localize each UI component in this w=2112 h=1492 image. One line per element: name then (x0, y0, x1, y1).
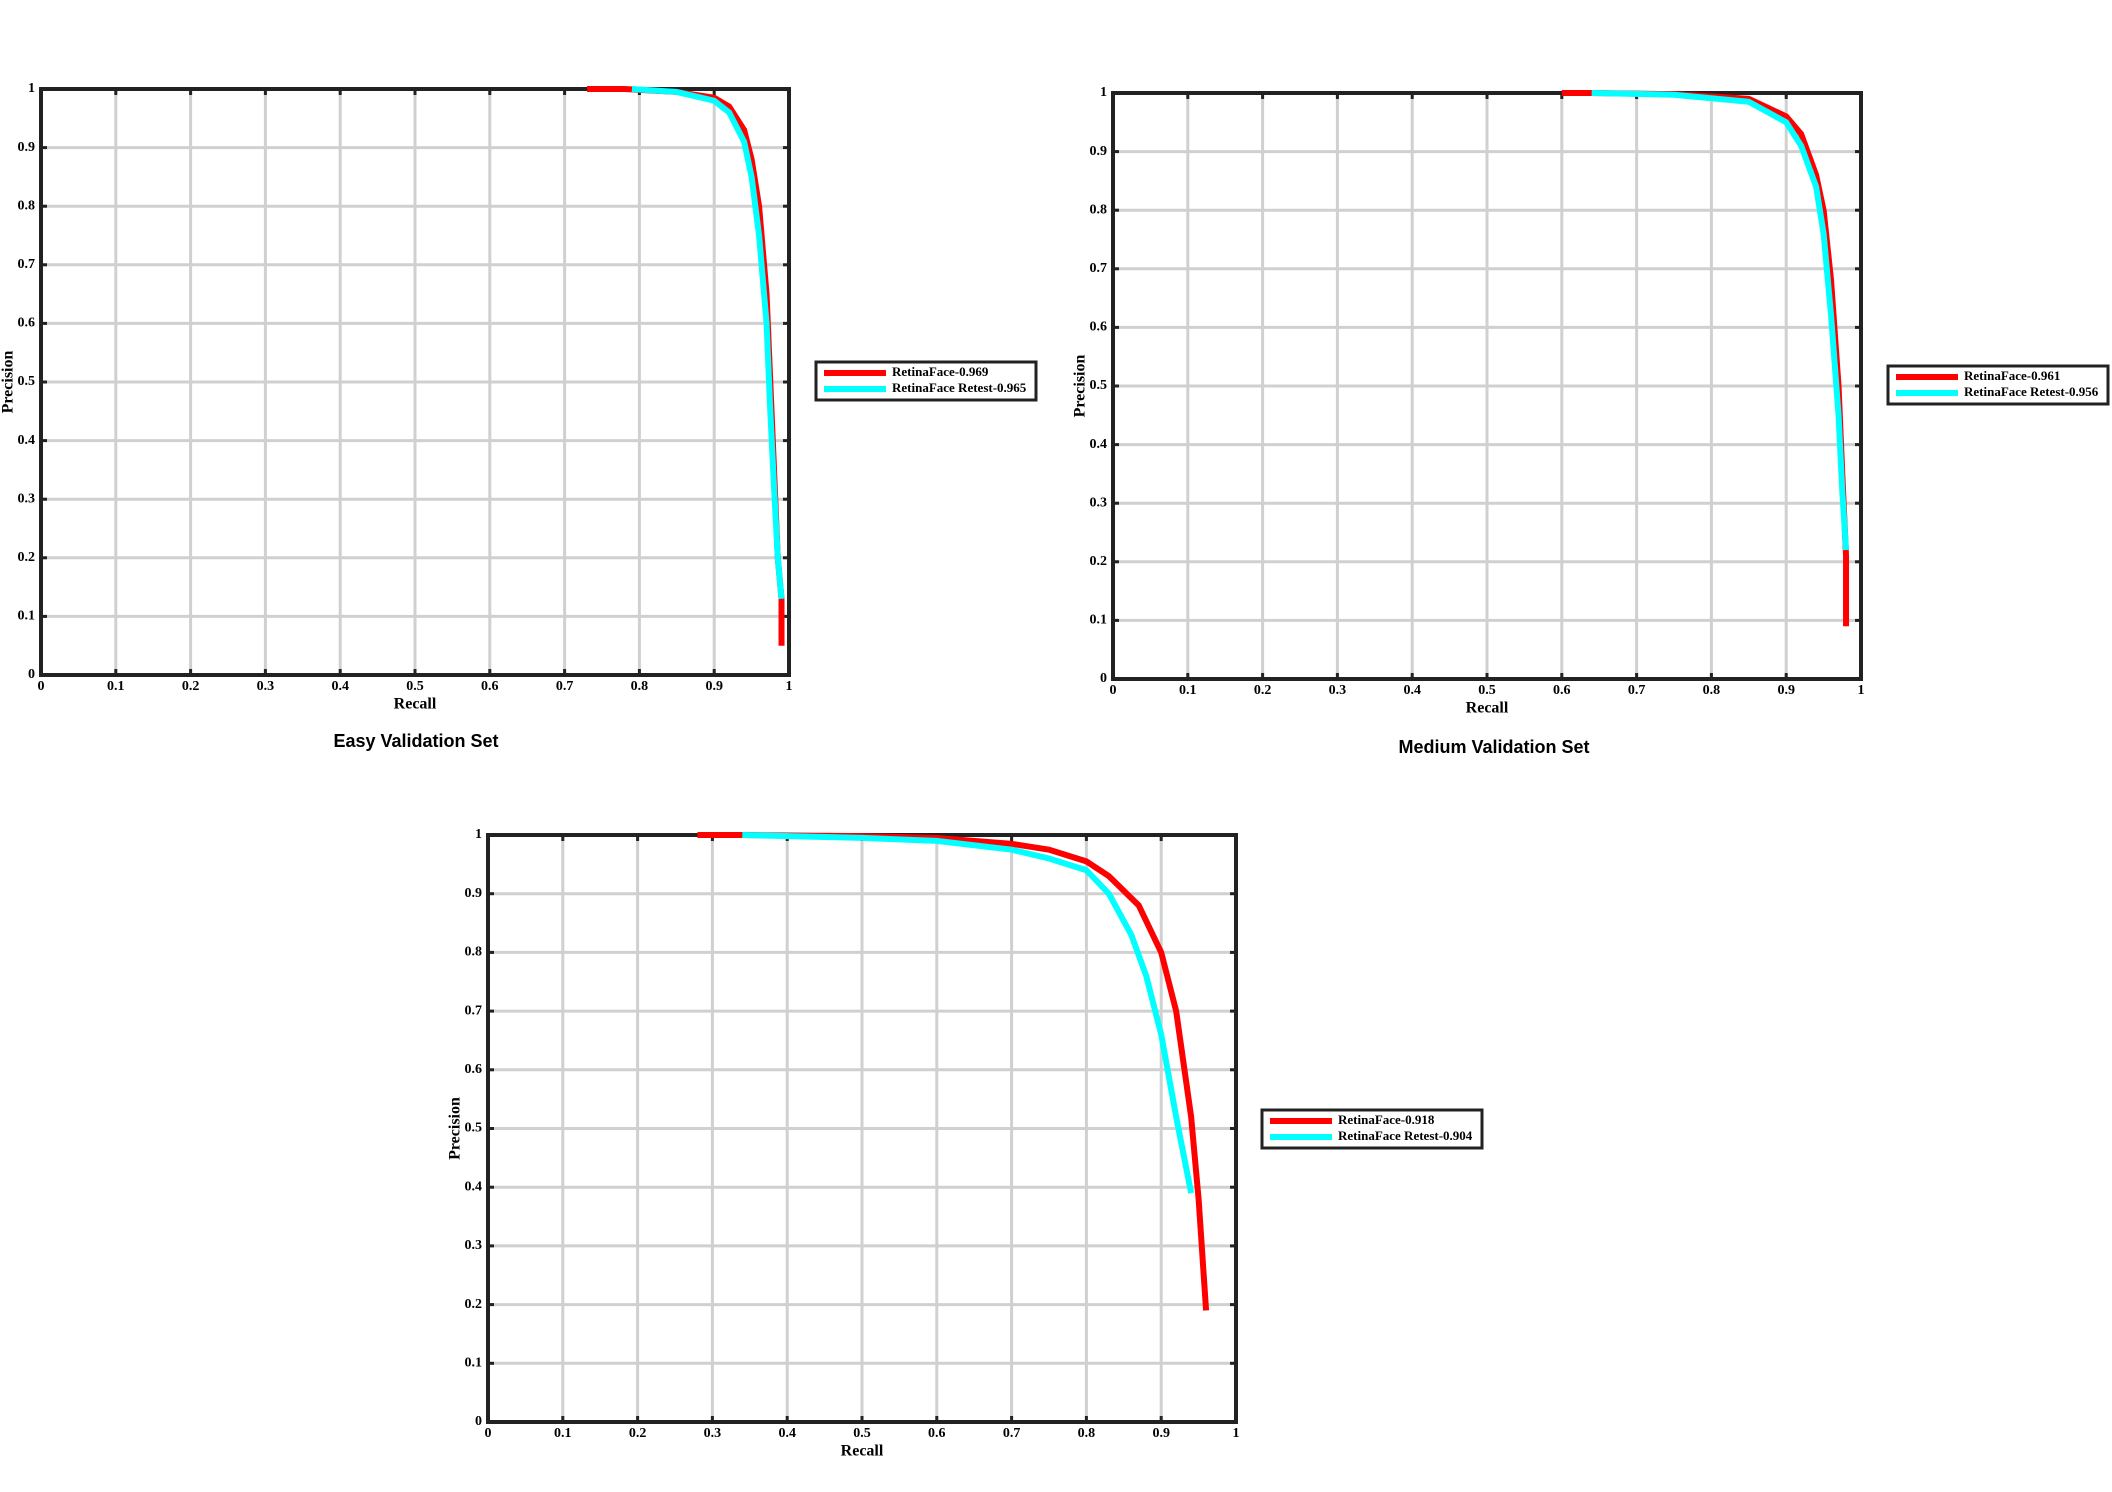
chart-title: Easy Validation Set (333, 731, 498, 751)
series-line (1591, 90, 1850, 551)
y-tick-label: 0.7 (1090, 261, 1108, 276)
x-tick-label: 0 (38, 679, 45, 694)
x-tick-label: 0.9 (1777, 683, 1795, 698)
x-tick-label: 0.7 (556, 679, 574, 694)
x-axis-label: Recall (841, 1443, 884, 1460)
y-tick-label: 0.1 (1090, 613, 1108, 628)
x-tick-label: 1 (1858, 683, 1865, 698)
y-tick-label: 0.8 (465, 945, 483, 960)
legend-label: RetinaFace-0.961 (1964, 368, 2060, 383)
x-tick-label: 0.3 (704, 1426, 722, 1441)
x-tick-label: 0.8 (631, 679, 649, 694)
y-tick-label: 0.4 (18, 433, 36, 448)
legend-box (814, 360, 1038, 402)
y-tick-label: 1 (1100, 85, 1107, 100)
chart-title: Medium Validation Set (1398, 737, 1589, 757)
y-tick-label: 0.9 (1090, 144, 1108, 159)
series-line (1561, 90, 1850, 627)
x-tick-label: 0.9 (705, 679, 723, 694)
x-tick-label: 0.6 (481, 679, 499, 694)
x-axis-label: Recall (394, 696, 437, 713)
y-tick-label: 0.7 (18, 257, 36, 272)
y-tick-label: 1 (475, 827, 482, 842)
y-tick-label: 0.4 (465, 1179, 483, 1194)
legend-box (1886, 364, 2110, 406)
y-tick-label: 0.2 (18, 550, 36, 565)
y-axis-label: Precision (0, 351, 17, 414)
x-tick-label: 0.5 (406, 679, 424, 694)
y-axis-label: Precision (447, 1097, 464, 1160)
x-tick-label: 0.3 (257, 679, 275, 694)
x-tick-label: 0.6 (1553, 683, 1571, 698)
x-tick-label: 0.1 (554, 1426, 572, 1441)
x-tick-label: 0.9 (1152, 1426, 1170, 1441)
x-axis-label: Recall (1466, 700, 1509, 717)
x-tick-label: 0.3 (1329, 683, 1347, 698)
y-tick-label: 0.3 (1090, 495, 1108, 510)
y-tick-label: 0.8 (1090, 202, 1108, 217)
legend-label: RetinaFace-0.918 (1338, 1112, 1435, 1127)
y-tick-label: 0.2 (465, 1297, 483, 1312)
y-axis-label: Precision (1072, 355, 1089, 418)
x-tick-label: 0.7 (1628, 683, 1646, 698)
series-line (631, 86, 785, 600)
x-tick-label: 0.2 (182, 679, 200, 694)
x-tick-label: 0.2 (629, 1426, 647, 1441)
x-tick-label: 0.7 (1003, 1426, 1021, 1441)
y-tick-label: 0.7 (465, 1003, 483, 1018)
legend-label: RetinaFace Retest-0.965 (892, 380, 1027, 395)
x-tick-label: 0.4 (778, 1426, 796, 1441)
x-tick-label: 0.1 (107, 679, 125, 694)
series-line (697, 832, 1210, 1311)
y-tick-label: 0.2 (1090, 554, 1108, 569)
x-tick-label: 0.4 (331, 679, 349, 694)
x-tick-label: 0.5 (1478, 683, 1496, 698)
y-tick-label: 0.5 (465, 1121, 483, 1136)
legend-box (1260, 1108, 1484, 1150)
y-tick-label: 0.6 (1090, 320, 1108, 335)
y-tick-label: 0.6 (18, 316, 36, 331)
x-tick-label: 0.8 (1078, 1426, 1096, 1441)
y-tick-label: 0.3 (18, 491, 36, 506)
y-tick-label: 0.3 (465, 1238, 483, 1253)
y-tick-label: 0 (475, 1414, 482, 1429)
y-tick-label: 0.9 (18, 140, 36, 155)
x-tick-label: 0.4 (1403, 683, 1421, 698)
y-tick-label: 0.1 (465, 1356, 483, 1371)
x-tick-label: 1 (1233, 1426, 1240, 1441)
x-tick-label: 0.5 (853, 1426, 871, 1441)
y-tick-label: 0.8 (18, 198, 36, 213)
x-tick-label: 0.8 (1703, 683, 1721, 698)
axes-box (39, 87, 791, 677)
y-tick-label: 0.6 (465, 1062, 483, 1077)
axes-box (1111, 91, 1863, 681)
y-tick-label: 0.4 (1090, 437, 1108, 452)
y-tick-label: 1 (28, 81, 35, 96)
x-tick-label: 0.6 (928, 1426, 946, 1441)
y-tick-label: 0.1 (18, 609, 36, 624)
legend-label: RetinaFace Retest-0.904 (1338, 1128, 1473, 1143)
legend-label: RetinaFace-0.969 (892, 364, 989, 379)
legend-label: RetinaFace Retest-0.956 (1964, 384, 2099, 399)
x-tick-label: 0.1 (1179, 683, 1197, 698)
y-tick-label: 0.9 (465, 886, 483, 901)
y-tick-label: 0 (28, 667, 35, 682)
x-tick-label: 0 (485, 1426, 492, 1441)
y-tick-label: 0.5 (18, 374, 36, 389)
x-tick-label: 1 (786, 679, 793, 694)
x-tick-label: 0.2 (1254, 683, 1272, 698)
x-tick-label: 0 (1110, 683, 1117, 698)
y-tick-label: 0 (1100, 671, 1107, 686)
series-line (742, 832, 1195, 1194)
y-tick-label: 0.5 (1090, 378, 1108, 393)
